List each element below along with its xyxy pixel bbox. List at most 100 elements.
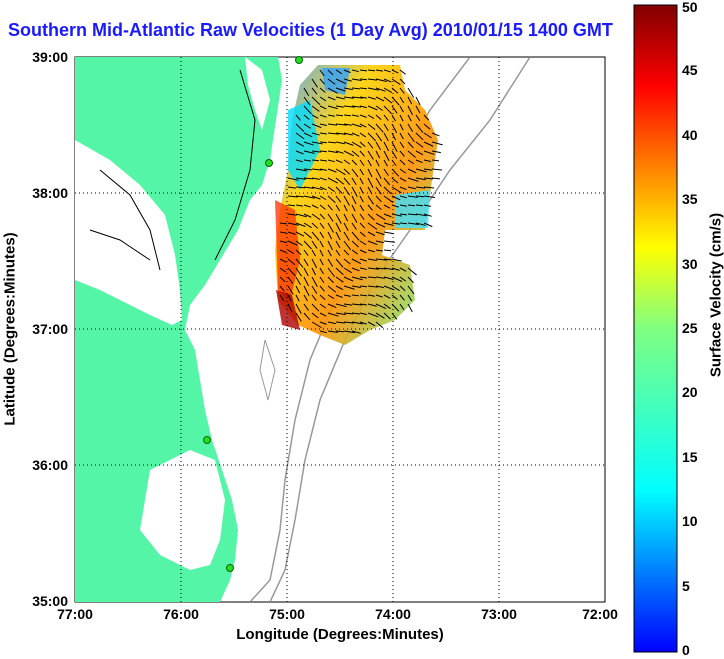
- velocity-arrow: [359, 267, 367, 270]
- velocity-arrow: [327, 330, 338, 333]
- velocity-arrow: [319, 276, 325, 284]
- velocity-arrow: [287, 249, 295, 255]
- velocity-arrow: [311, 276, 318, 287]
- velocity-arrow: [375, 231, 385, 236]
- velocity-arrow: [311, 96, 321, 105]
- velocity-arrow: [391, 132, 397, 141]
- velocity-arrow: [431, 177, 441, 180]
- delaware-bay: [245, 57, 270, 130]
- velocity-arrow: [391, 168, 400, 177]
- velocity-arrow: [383, 87, 393, 93]
- velocity-arrow: [391, 141, 398, 152]
- velocity-arrow: [367, 123, 376, 130]
- velocity-arrow: [375, 294, 383, 298]
- velocity-arrow: [343, 312, 354, 315]
- velocity-arrow: [327, 312, 339, 317]
- velocity-arrow: [327, 105, 338, 110]
- velocity-arrow: [383, 78, 392, 83]
- velocity-arrow: [295, 132, 305, 140]
- velocity-arrow: [407, 276, 414, 284]
- velocity-arrow: [335, 78, 347, 85]
- velocity-arrow: [359, 204, 365, 212]
- velocity-arrow: [335, 222, 341, 233]
- velocity-arrow: [383, 258, 393, 261]
- radar-station-marker: [226, 564, 234, 572]
- velocity-arrow: [279, 231, 287, 234]
- velocity-arrow: [303, 114, 310, 120]
- velocity-arrow: [415, 114, 421, 122]
- pamlico-sound: [140, 450, 225, 570]
- velocity-arrow: [311, 78, 318, 88]
- velocity-arrow: [343, 231, 350, 241]
- radar-station-marker: [265, 159, 273, 167]
- velocity-arrow: [319, 204, 326, 210]
- velocity-arrow: [359, 186, 364, 194]
- velocity-arrow: [383, 204, 391, 209]
- velocity-arrow: [343, 294, 351, 297]
- velocity-arrow: [423, 114, 430, 121]
- velocity-arrow: [351, 276, 363, 281]
- velocity-arrow: [351, 150, 360, 157]
- velocity-arrow: [351, 177, 357, 186]
- velocity-arrow: [399, 168, 406, 174]
- velocity-arrow: [335, 294, 343, 298]
- velocity-arrow: [415, 213, 427, 217]
- velocity-arrow: [303, 267, 309, 277]
- velocity-arrow: [399, 177, 407, 182]
- radar-station-marker: [295, 56, 303, 64]
- velocity-arrow: [287, 285, 294, 295]
- velocity-arrow: [431, 132, 440, 137]
- colorbar-tick: 0: [682, 642, 690, 658]
- velocity-arrow: [367, 312, 379, 318]
- colorbar-tick: 40: [682, 127, 698, 143]
- velocity-arrow: [319, 294, 326, 301]
- velocity-arrow: [415, 168, 427, 173]
- velocity-arrow: [303, 87, 310, 96]
- velocity-arrow: [399, 285, 406, 292]
- velocity-arrow: [351, 240, 359, 248]
- x-tick-label: 73:00: [481, 606, 517, 622]
- velocity-arrow: [359, 294, 368, 297]
- velocity-arrow: [335, 132, 346, 135]
- velocity-arrow: [407, 213, 418, 216]
- velocity-arrow: [327, 168, 337, 173]
- velocity-arrow: [367, 258, 377, 262]
- velocity-arrow: [375, 132, 383, 142]
- velocity-arrow: [391, 276, 403, 282]
- velocity-arrow: [303, 141, 314, 146]
- velocity-arrow: [303, 312, 311, 321]
- velocity-arrow: [303, 150, 315, 154]
- velocity-arrow: [383, 114, 389, 121]
- velocity-arrow: [279, 222, 288, 225]
- velocity-arrow: [327, 249, 332, 257]
- velocity-arrow: [399, 195, 407, 199]
- velocity-arrow: [431, 168, 442, 171]
- velocity-arrow: [279, 258, 287, 263]
- velocity-arrow: [311, 132, 320, 136]
- velocity-arrow: [359, 303, 367, 306]
- velocity-arrow: [423, 132, 432, 139]
- velocity-arrow: [375, 168, 382, 179]
- velocity-arrow: [399, 69, 406, 75]
- velocity-arrow: [351, 114, 359, 117]
- velocity-arrow: [311, 195, 321, 200]
- velocity-arrow: [407, 87, 415, 98]
- velocity-arrow: [351, 195, 357, 205]
- velocity-arrow: [303, 285, 310, 296]
- velocity-arrow: [359, 78, 368, 81]
- velocity-arrow: [431, 159, 440, 162]
- velocity-arrow: [399, 132, 404, 140]
- velocity-arrow: [343, 177, 351, 186]
- velocity-arrow: [335, 87, 346, 92]
- velocity-arrow: [375, 249, 384, 252]
- velocity-arrow: [335, 114, 344, 117]
- velocity-arrow: [383, 96, 393, 104]
- velocity-arrow: [295, 303, 302, 314]
- velocity-arrow: [359, 87, 368, 90]
- velocity-arrow: [359, 141, 366, 148]
- velocity-arrow: [343, 114, 352, 117]
- velocity-arrow: [319, 96, 327, 102]
- velocity-arrow: [383, 123, 389, 132]
- velocity-arrow: [279, 249, 287, 253]
